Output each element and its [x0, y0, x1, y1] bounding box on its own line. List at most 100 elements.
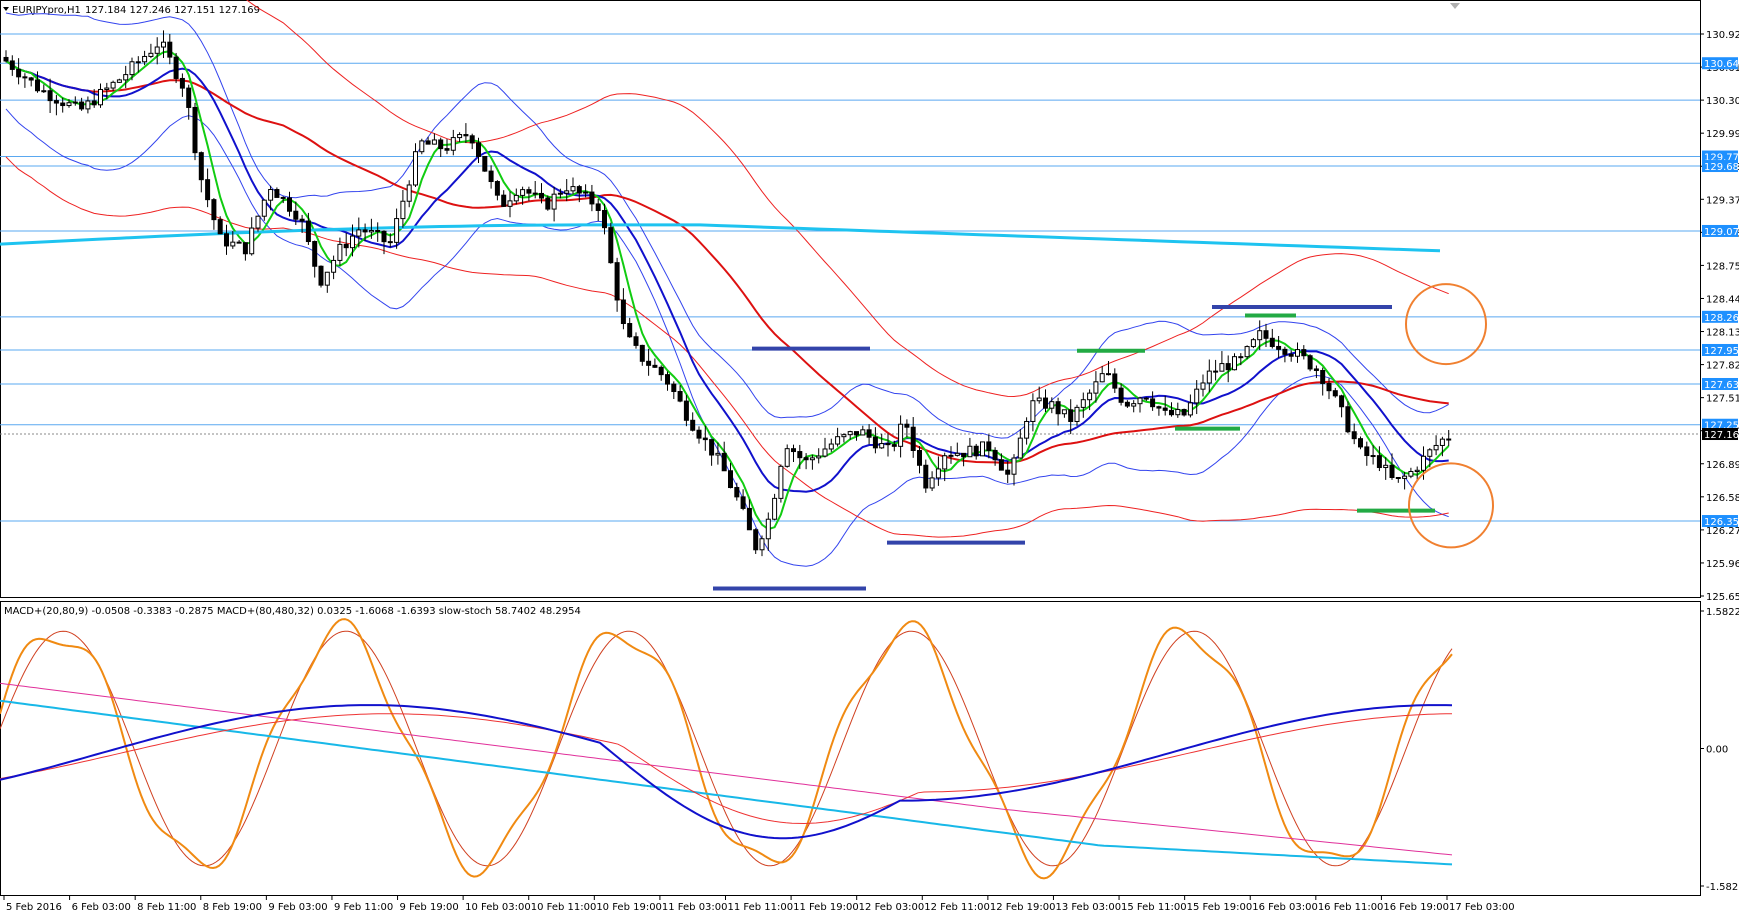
price-tag [1702, 428, 1738, 441]
candle-body [1250, 339, 1256, 348]
candle-body [539, 192, 544, 199]
candle-body [898, 423, 904, 447]
candle-body [1024, 420, 1030, 439]
indicator-pane[interactable] [0, 601, 1701, 896]
candle-body [287, 197, 292, 212]
candle-body [198, 152, 204, 181]
candle-body [973, 445, 979, 457]
candle-body [116, 79, 122, 83]
candle-body [47, 90, 53, 102]
candle-body [1433, 444, 1439, 451]
candle-body [1206, 370, 1212, 384]
candle-body [400, 200, 406, 220]
candle-body [683, 400, 689, 421]
candle-body [1005, 469, 1011, 475]
candle-body [413, 151, 418, 186]
candle-body [728, 470, 733, 489]
candle-body [608, 227, 614, 264]
candle-body [1376, 455, 1382, 469]
candle-body [1238, 356, 1244, 359]
candle-body [671, 383, 677, 393]
candle-body [690, 419, 696, 431]
price-tags: 130.646 129.771129.682 129.073 128.268 127.9… [1702, 57, 1739, 528]
candle-body [847, 431, 853, 436]
candle-body [1017, 437, 1023, 459]
highlight-circle [1408, 462, 1494, 549]
price-tick-label: 125.650 [1706, 592, 1739, 603]
candle-body [532, 192, 538, 195]
candle-body [268, 189, 274, 201]
candle-body [1124, 401, 1130, 407]
chart-header: EURJPYpro,H1 127.184 127.246 127.151 127… [3, 5, 260, 16]
band-upper-red [246, 0, 1449, 398]
candle-body [891, 444, 897, 447]
indicator-axis: 1.5822 0.00 -1.5822 [1700, 607, 1739, 893]
chart-shift-icon[interactable] [1450, 3, 1460, 9]
candle-body [570, 186, 576, 192]
candle-body [1106, 373, 1111, 376]
candle-body [513, 194, 519, 202]
candle-body [1181, 408, 1187, 416]
candle-body [1118, 387, 1124, 403]
candle-body [1200, 382, 1206, 390]
candle-body [72, 101, 78, 104]
price-tick-label: 128.130 [1706, 328, 1739, 339]
candle-body [457, 134, 463, 139]
candle-body [917, 449, 922, 466]
candle-body [854, 431, 859, 436]
price-tick-label: 129.370 [1706, 195, 1739, 206]
candle-body [954, 452, 960, 456]
candle-body [104, 87, 110, 90]
candle-body [809, 457, 815, 461]
candle-body [1175, 408, 1181, 416]
time-tick-label: 15 Feb 11:00 [1121, 902, 1187, 913]
time-tick-label: 17 Feb 03:00 [1449, 902, 1515, 913]
time-axis: 5 Feb 2016 6 Feb 03:00 8 Feb 11:00 8 Feb 19… [3, 896, 1515, 913]
candle-body [841, 434, 847, 438]
candle-body [255, 215, 261, 229]
candle-body [633, 336, 639, 346]
price-tick-label: 130.920 [1706, 30, 1739, 41]
candle-body [564, 190, 570, 194]
candle-body [381, 230, 387, 243]
candle-body [1030, 400, 1036, 422]
candle-body [520, 189, 526, 196]
candle-body [148, 52, 154, 57]
price-tick-label: 127.820 [1706, 361, 1739, 372]
indicator-lines [0, 618, 1453, 880]
band-upper-blue [5, 12, 1449, 439]
time-tick-label: 13 Feb 03:00 [1055, 902, 1121, 913]
candle-body [557, 192, 563, 195]
candle-body [822, 448, 828, 457]
candle-body [236, 241, 242, 244]
candle-body [1219, 363, 1225, 372]
time-tick-label: 6 Feb 03:00 [72, 902, 131, 913]
candle-body [368, 229, 374, 233]
candle-body [1087, 392, 1093, 401]
candle-body [224, 233, 229, 247]
candle-body [1213, 370, 1219, 373]
price-tag-label: 126.353 [1704, 517, 1739, 528]
candle-body [1232, 356, 1237, 371]
time-tick-label: 12 Feb 19:00 [990, 902, 1056, 913]
candle-body [1345, 406, 1351, 433]
main-chart-pane[interactable] [0, 0, 1701, 598]
candle-body [1143, 397, 1149, 400]
candlesticks [3, 30, 1452, 557]
candle-body [343, 243, 349, 249]
candle-body [772, 497, 778, 520]
candle-body [501, 194, 507, 207]
price-tag-label: 127.957 [1704, 346, 1739, 357]
indicator-title: MACD+(20,80,9) -0.0508 -0.3383 -0.2875 M… [4, 606, 581, 617]
price-tag [1702, 515, 1738, 528]
dropdown-arrow-icon[interactable] [3, 7, 9, 11]
macd-main-line [0, 704, 1453, 840]
price-tag-label: 129.771 [1704, 153, 1739, 164]
envelope-bands [5, 0, 1449, 567]
candle-body [1370, 455, 1376, 458]
candle-body [406, 184, 412, 202]
candle-body [696, 429, 702, 439]
candle-body [293, 210, 299, 220]
candle-body [759, 538, 765, 551]
